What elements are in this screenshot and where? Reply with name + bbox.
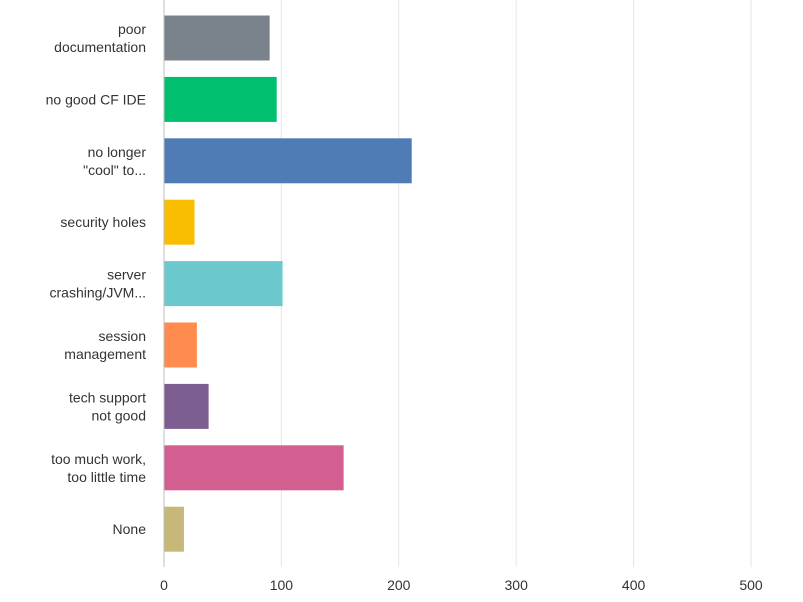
bars (164, 15, 412, 552)
category-label-line: too little time (67, 469, 146, 485)
category-label: poor documentation (54, 21, 146, 55)
bar (164, 506, 184, 552)
category-label-line: None (113, 521, 147, 537)
bar (164, 261, 283, 307)
x-tick-label: 500 (739, 577, 763, 593)
bar (164, 138, 412, 184)
category-label-line: session (99, 328, 146, 344)
x-tick-label: 100 (270, 577, 294, 593)
x-tick-label: 400 (622, 577, 646, 593)
category-label: server crashing/JVM... (50, 267, 147, 301)
category-label-line: server (107, 267, 146, 283)
category-label-line: documentation (54, 39, 146, 55)
category-label: None (113, 521, 147, 537)
category-label-line: management (64, 346, 146, 362)
category-label: no good CF IDE (46, 91, 146, 107)
x-tick-label: 0 (160, 577, 168, 593)
category-label-line: tech support (69, 389, 146, 405)
category-label: too much work, too little time (51, 451, 146, 485)
x-tick-labels: 0 100 200 300 400 500 (160, 577, 763, 593)
bar (164, 199, 195, 245)
category-label: security holes (60, 214, 146, 230)
category-label-line: no longer (88, 144, 147, 160)
category-label-line: poor (118, 21, 146, 37)
grid-lines (280, 0, 752, 567)
bar (164, 445, 344, 491)
category-labels: poor documentation no good CF IDE no longer… (46, 21, 147, 537)
bar (164, 383, 209, 429)
category-label-line: security holes (60, 214, 146, 230)
category-label-line: "cool" to... (83, 162, 146, 178)
category-label-line: crashing/JVM... (50, 285, 146, 301)
x-tick-label: 300 (505, 577, 529, 593)
category-label: tech support not good (69, 389, 146, 423)
category-label-line: not good (92, 407, 147, 423)
x-tick-label: 200 (387, 577, 411, 593)
category-label: no longer "cool" to... (83, 144, 146, 178)
category-label: session management (64, 328, 146, 362)
category-label-line: no good CF IDE (46, 91, 146, 107)
bar (164, 76, 277, 122)
bar (164, 322, 197, 368)
category-label-line: too much work, (51, 451, 146, 467)
bar (164, 15, 270, 61)
